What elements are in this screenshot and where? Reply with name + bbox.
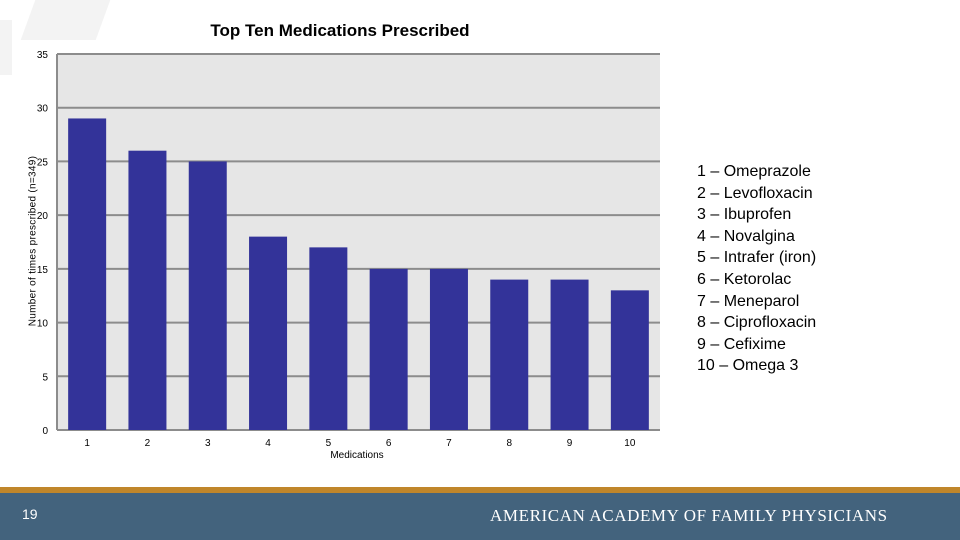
legend: 1 – Omeprazole 2 – Levofloxacin 3 – Ibupro…	[697, 161, 816, 377]
legend-item: 9 – Cefixime	[697, 335, 786, 353]
y-tick-label: 25	[37, 157, 49, 168]
x-tick-label: 6	[386, 438, 392, 449]
legend-item: 6 – Ketorolac	[697, 270, 792, 288]
bar-10	[610, 290, 649, 430]
x-tick-label: 5	[326, 438, 332, 449]
legend-item: 1 – Omeprazole	[697, 163, 811, 180]
y-axis-label: Number of times prescribed (n=349)	[27, 155, 39, 327]
legend-item: 3 – Ibuprofen	[697, 206, 792, 224]
legend-item: 10 – Omega 3	[697, 357, 799, 375]
x-tick-label: 2	[145, 438, 151, 449]
bar-4	[249, 236, 288, 430]
y-tick-label: 0	[42, 426, 48, 437]
x-tick-label: 9	[567, 438, 573, 449]
watermark-shape	[0, 20, 12, 75]
y-tick-label: 20	[37, 211, 49, 222]
bar-8	[490, 279, 529, 430]
page-number: 19	[22, 506, 38, 522]
bar-7	[429, 268, 468, 430]
y-tick-label: 15	[37, 265, 49, 276]
footer-accent-line	[0, 487, 960, 493]
y-tick-label: 10	[37, 319, 49, 330]
chart-title: Top Ten Medications Prescribed	[210, 21, 470, 40]
y-tick-label: 35	[37, 50, 49, 61]
bar-1	[68, 118, 107, 430]
legend-item: 2 – Levofloxacin	[697, 184, 813, 202]
x-tick-label: 3	[205, 438, 211, 449]
legend-item: 8 – Ciprofloxacin	[697, 314, 817, 332]
bar-2	[128, 150, 167, 430]
bar-chart: 0 5 10 15 20 25 30 35 1 2 3 4 5 6 7 8 9 10 Medications	[37, 50, 660, 461]
x-tick-label: 1	[84, 438, 90, 449]
bar-6	[369, 268, 408, 430]
x-axis-label: Medications	[330, 450, 383, 461]
x-tick-label: 7	[446, 438, 452, 449]
x-tick-label: 8	[506, 438, 512, 449]
bar-5	[309, 247, 348, 430]
y-tick-label: 5	[42, 372, 48, 383]
footer-bar	[0, 493, 960, 540]
legend-item: 4 – Novalgina	[697, 227, 795, 245]
bar-3	[188, 161, 227, 430]
x-tick-label: 10	[624, 438, 636, 449]
legend-item: 5 – Intrafer (iron)	[697, 249, 817, 267]
x-tick-label: 4	[265, 438, 271, 449]
legend-item: 7 – Meneparol	[697, 292, 800, 310]
y-tick-label: 30	[37, 104, 49, 115]
bar-9	[550, 279, 589, 430]
organization-name: AMERICAN ACADEMY OF FAMILY PHYSICIANS	[490, 506, 888, 525]
